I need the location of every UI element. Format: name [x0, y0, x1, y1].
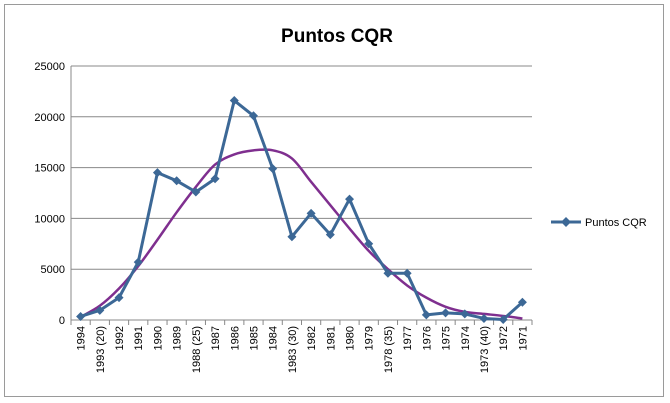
x-tick-label: 1985 [248, 326, 260, 350]
x-tick-label: 1976 [421, 326, 433, 350]
x-tick-label: 1988 (25) [191, 326, 203, 373]
chart-frame: Puntos CQR 0 5000 10000 15000 20000 25000 1994… [4, 4, 664, 397]
data-point [517, 297, 527, 307]
chart-title: Puntos CQR [281, 26, 393, 47]
data-point [460, 309, 470, 319]
x-tick-label: 1986 [229, 326, 241, 350]
x-tick-label: 1991 [133, 326, 145, 350]
x-tick-label: 1979 [364, 326, 376, 350]
axis-layer: 0 5000 10000 15000 20000 25000 1994 1993 (20) 19… [34, 61, 533, 373]
x-tick-label: 1972 [498, 326, 510, 350]
data-point [268, 164, 278, 174]
data-point [479, 313, 489, 323]
data-point [210, 174, 220, 184]
x-tick-label: 1984 [268, 326, 280, 350]
x-tick-label: 1973 (40) [479, 326, 491, 373]
x-tick-label: 1987 [210, 326, 222, 350]
trendline [79, 148, 523, 320]
data-point [191, 187, 201, 197]
x-tick-label: 1989 [172, 326, 184, 350]
data-point [441, 308, 451, 318]
data-point [287, 232, 297, 242]
series-layer [76, 96, 527, 324]
data-point [421, 310, 431, 320]
x-tick-label: 1974 [460, 326, 472, 350]
data-point [152, 168, 162, 178]
data-point [133, 257, 143, 267]
x-tick-label: 1978 (35) [383, 326, 395, 373]
series-line [80, 99, 524, 321]
data-point [325, 230, 335, 240]
data-point [306, 208, 316, 218]
data-point [248, 111, 258, 121]
data-point [498, 314, 508, 324]
y-tick-label: 20000 [34, 112, 65, 124]
data-point [383, 268, 393, 278]
legend-marker [561, 217, 571, 227]
chart-svg: Puntos CQR 0 5000 10000 15000 20000 25000 1994… [34, 26, 647, 373]
y-tick-label: 0 [59, 315, 65, 327]
x-tick-label: 1993 (20) [95, 326, 107, 373]
data-point [402, 268, 412, 278]
legend: Puntos CQR [551, 217, 647, 229]
y-tick-label: 15000 [34, 163, 65, 175]
data-point [229, 96, 239, 106]
x-tick-label: 1971 [517, 326, 529, 350]
x-tick-label: 1975 [441, 326, 453, 350]
y-tick-label: 10000 [34, 213, 65, 225]
x-tick-label: 1983 (30) [287, 326, 299, 373]
data-point [345, 194, 355, 204]
x-tick-label: 1981 [325, 326, 337, 350]
x-tick-label: 1982 [306, 326, 318, 350]
data-point [172, 176, 182, 186]
x-tick-label: 1977 [402, 326, 414, 350]
x-tick-label: 1992 [114, 326, 126, 350]
x-tick-label: 1980 [345, 326, 357, 350]
data-point [114, 293, 124, 303]
data-point [95, 305, 105, 315]
data-point [76, 311, 86, 321]
legend-label: Puntos CQR [585, 217, 647, 229]
y-tick-label: 25000 [34, 61, 65, 73]
y-tick-label: 5000 [41, 264, 65, 276]
x-tick-label: 1994 [76, 326, 88, 350]
x-tick-label: 1990 [152, 326, 164, 350]
data-point [364, 239, 374, 249]
